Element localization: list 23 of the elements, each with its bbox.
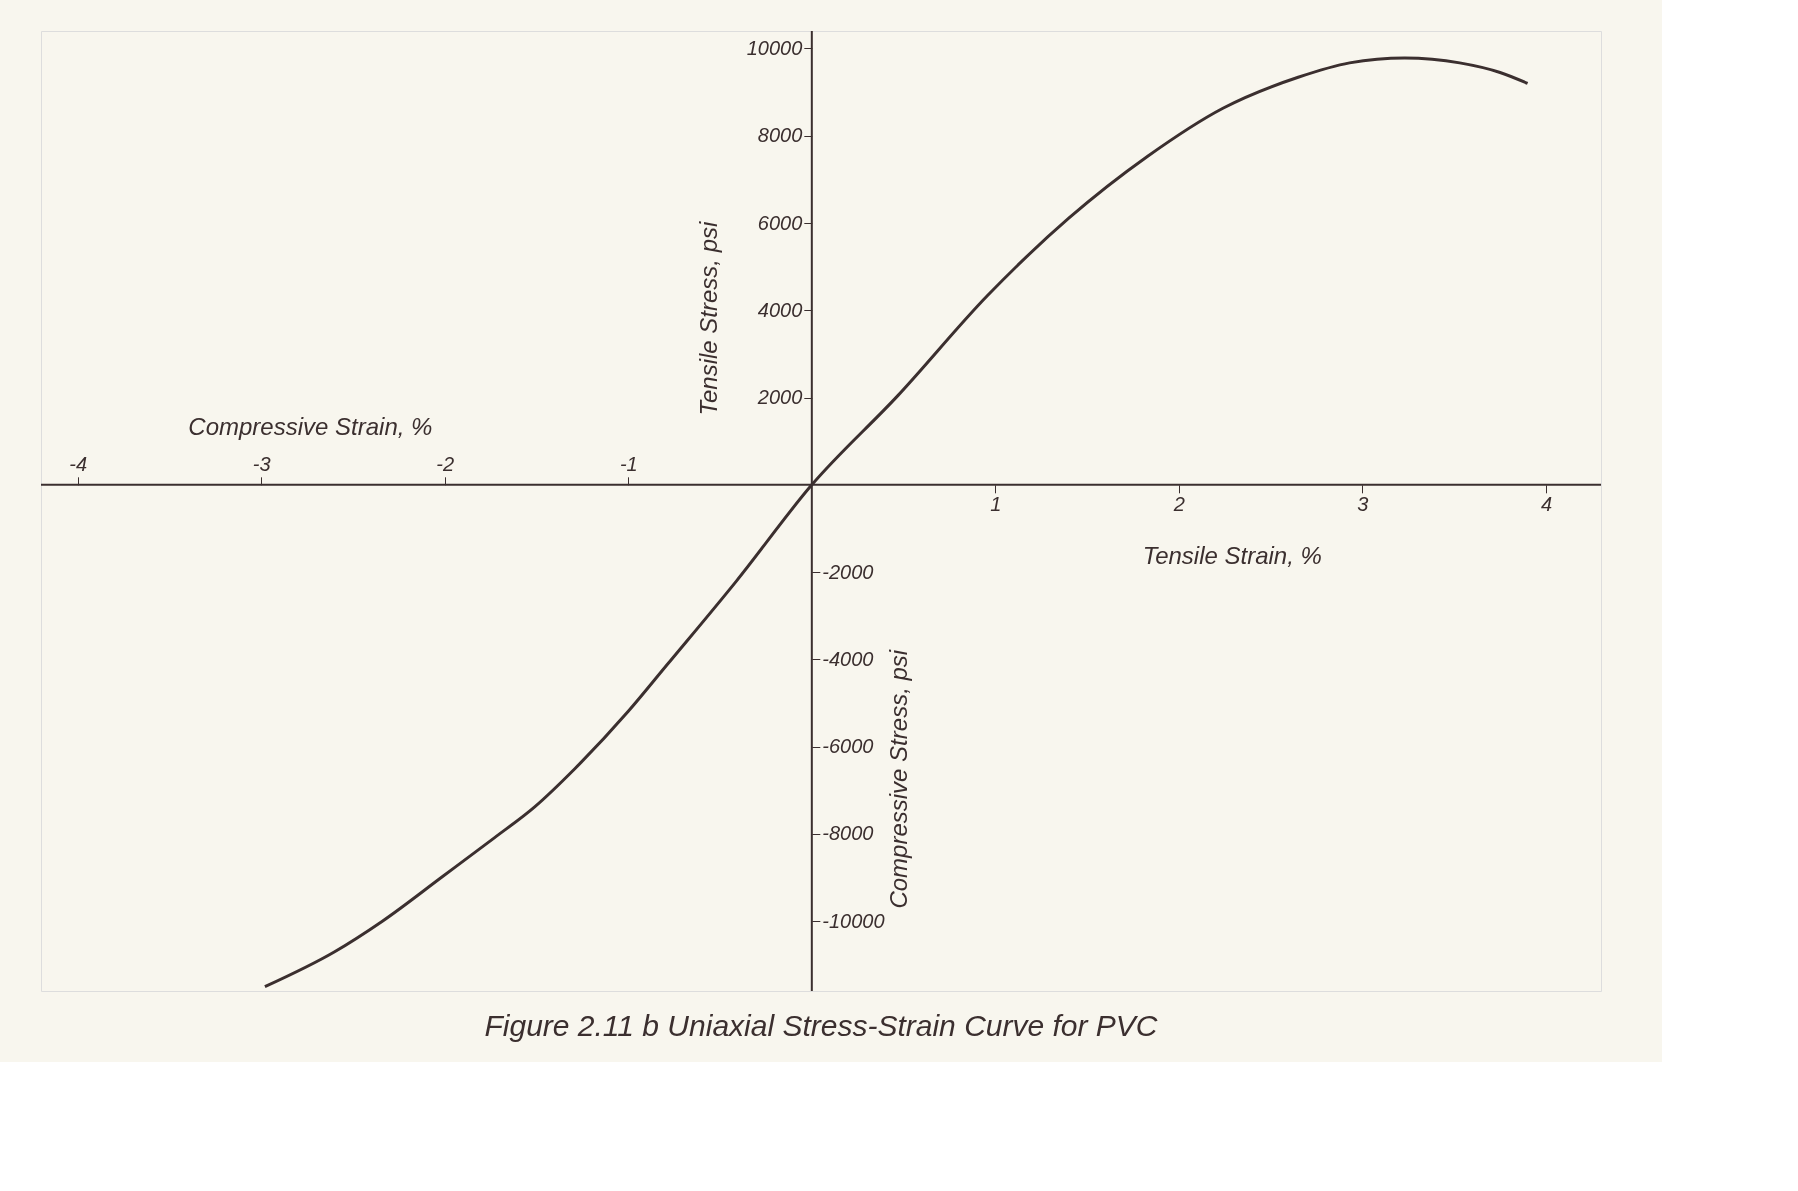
y2-tick-label: -8000 xyxy=(822,822,874,845)
x-axis-title: Tensile Strain, % xyxy=(1142,542,1322,570)
y-tick-label: 4000 xyxy=(757,298,803,321)
x2-tick-label: -2 xyxy=(436,453,455,476)
x-tick-label: 4 xyxy=(1540,493,1552,516)
x2-tick-label: -4 xyxy=(69,453,88,476)
y-tick-label: 10000 xyxy=(746,36,803,59)
y2-tick-label: -6000 xyxy=(822,735,874,758)
y-tick-label: 6000 xyxy=(757,211,803,234)
y2-tick-label: -10000 xyxy=(822,909,885,932)
x2-axis-title: Compressive Strain, % xyxy=(188,413,433,441)
x2-tick-label: -1 xyxy=(619,453,638,476)
x-tick-label: 3 xyxy=(1357,493,1369,516)
text: Figure 2.11 b Uniaxial Stress-Strain Curve for PVC xyxy=(484,1009,1158,1042)
x2-tick-label: -3 xyxy=(252,453,271,476)
x-tick-label: 2 xyxy=(1172,493,1185,516)
x-tick-label: 1 xyxy=(990,493,1002,516)
y2-axis-title: Compressive Stress, psi xyxy=(885,649,913,909)
y2-tick-label: -4000 xyxy=(822,647,874,670)
y-tick-label: 8000 xyxy=(757,124,803,147)
y2-tick-label: -2000 xyxy=(822,560,874,583)
y-tick-label: 2000 xyxy=(756,386,803,409)
y-axis-title: Tensile Stress, psi xyxy=(695,220,723,416)
